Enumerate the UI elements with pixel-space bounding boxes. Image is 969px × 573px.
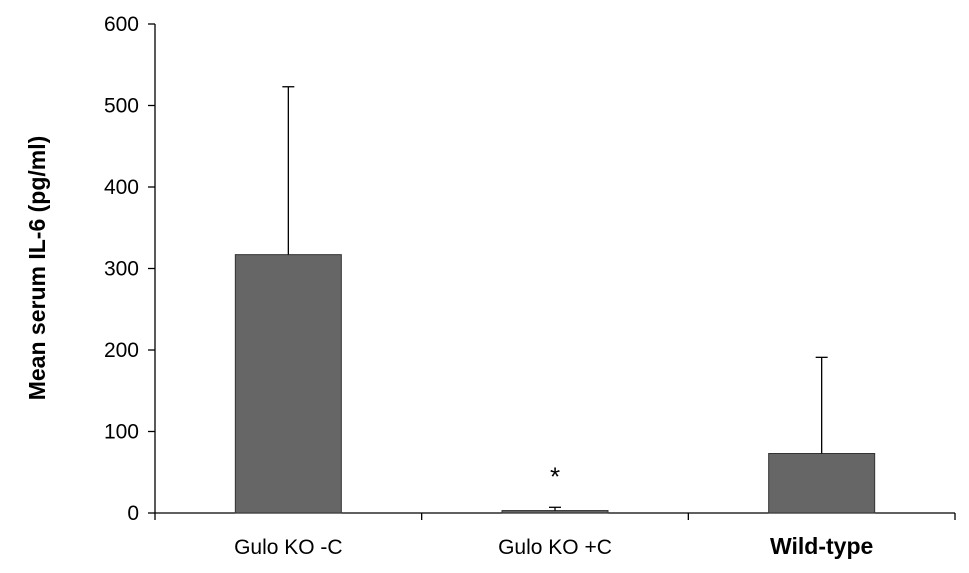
y-tick-label: 100 <box>104 421 139 444</box>
y-tick-label: 300 <box>104 258 139 281</box>
annotations-group: * <box>550 461 560 491</box>
significance-marker: * <box>550 461 560 491</box>
x-tick-label: Gulo KO +C <box>498 536 612 559</box>
bars-group: Gulo KO -C Gulo KO +C Wild-type <box>234 86 876 559</box>
bar <box>768 453 876 514</box>
y-axis: 0 100 200 300 400 500 600 <box>104 13 156 525</box>
x-axis <box>154 512 956 520</box>
bar <box>501 510 609 514</box>
x-tick-label: Gulo KO -C <box>234 536 343 559</box>
y-tick-label: 400 <box>104 176 139 199</box>
y-tick-label: 200 <box>104 339 139 362</box>
x-tick-label: Wild-type <box>770 533 873 559</box>
y-tick-label: 600 <box>104 13 139 36</box>
y-tick-label: 0 <box>127 502 139 525</box>
y-axis-title: Mean serum IL-6 (pg/ml) <box>24 136 50 401</box>
bar <box>234 254 342 514</box>
y-tick-label: 500 <box>104 95 139 118</box>
